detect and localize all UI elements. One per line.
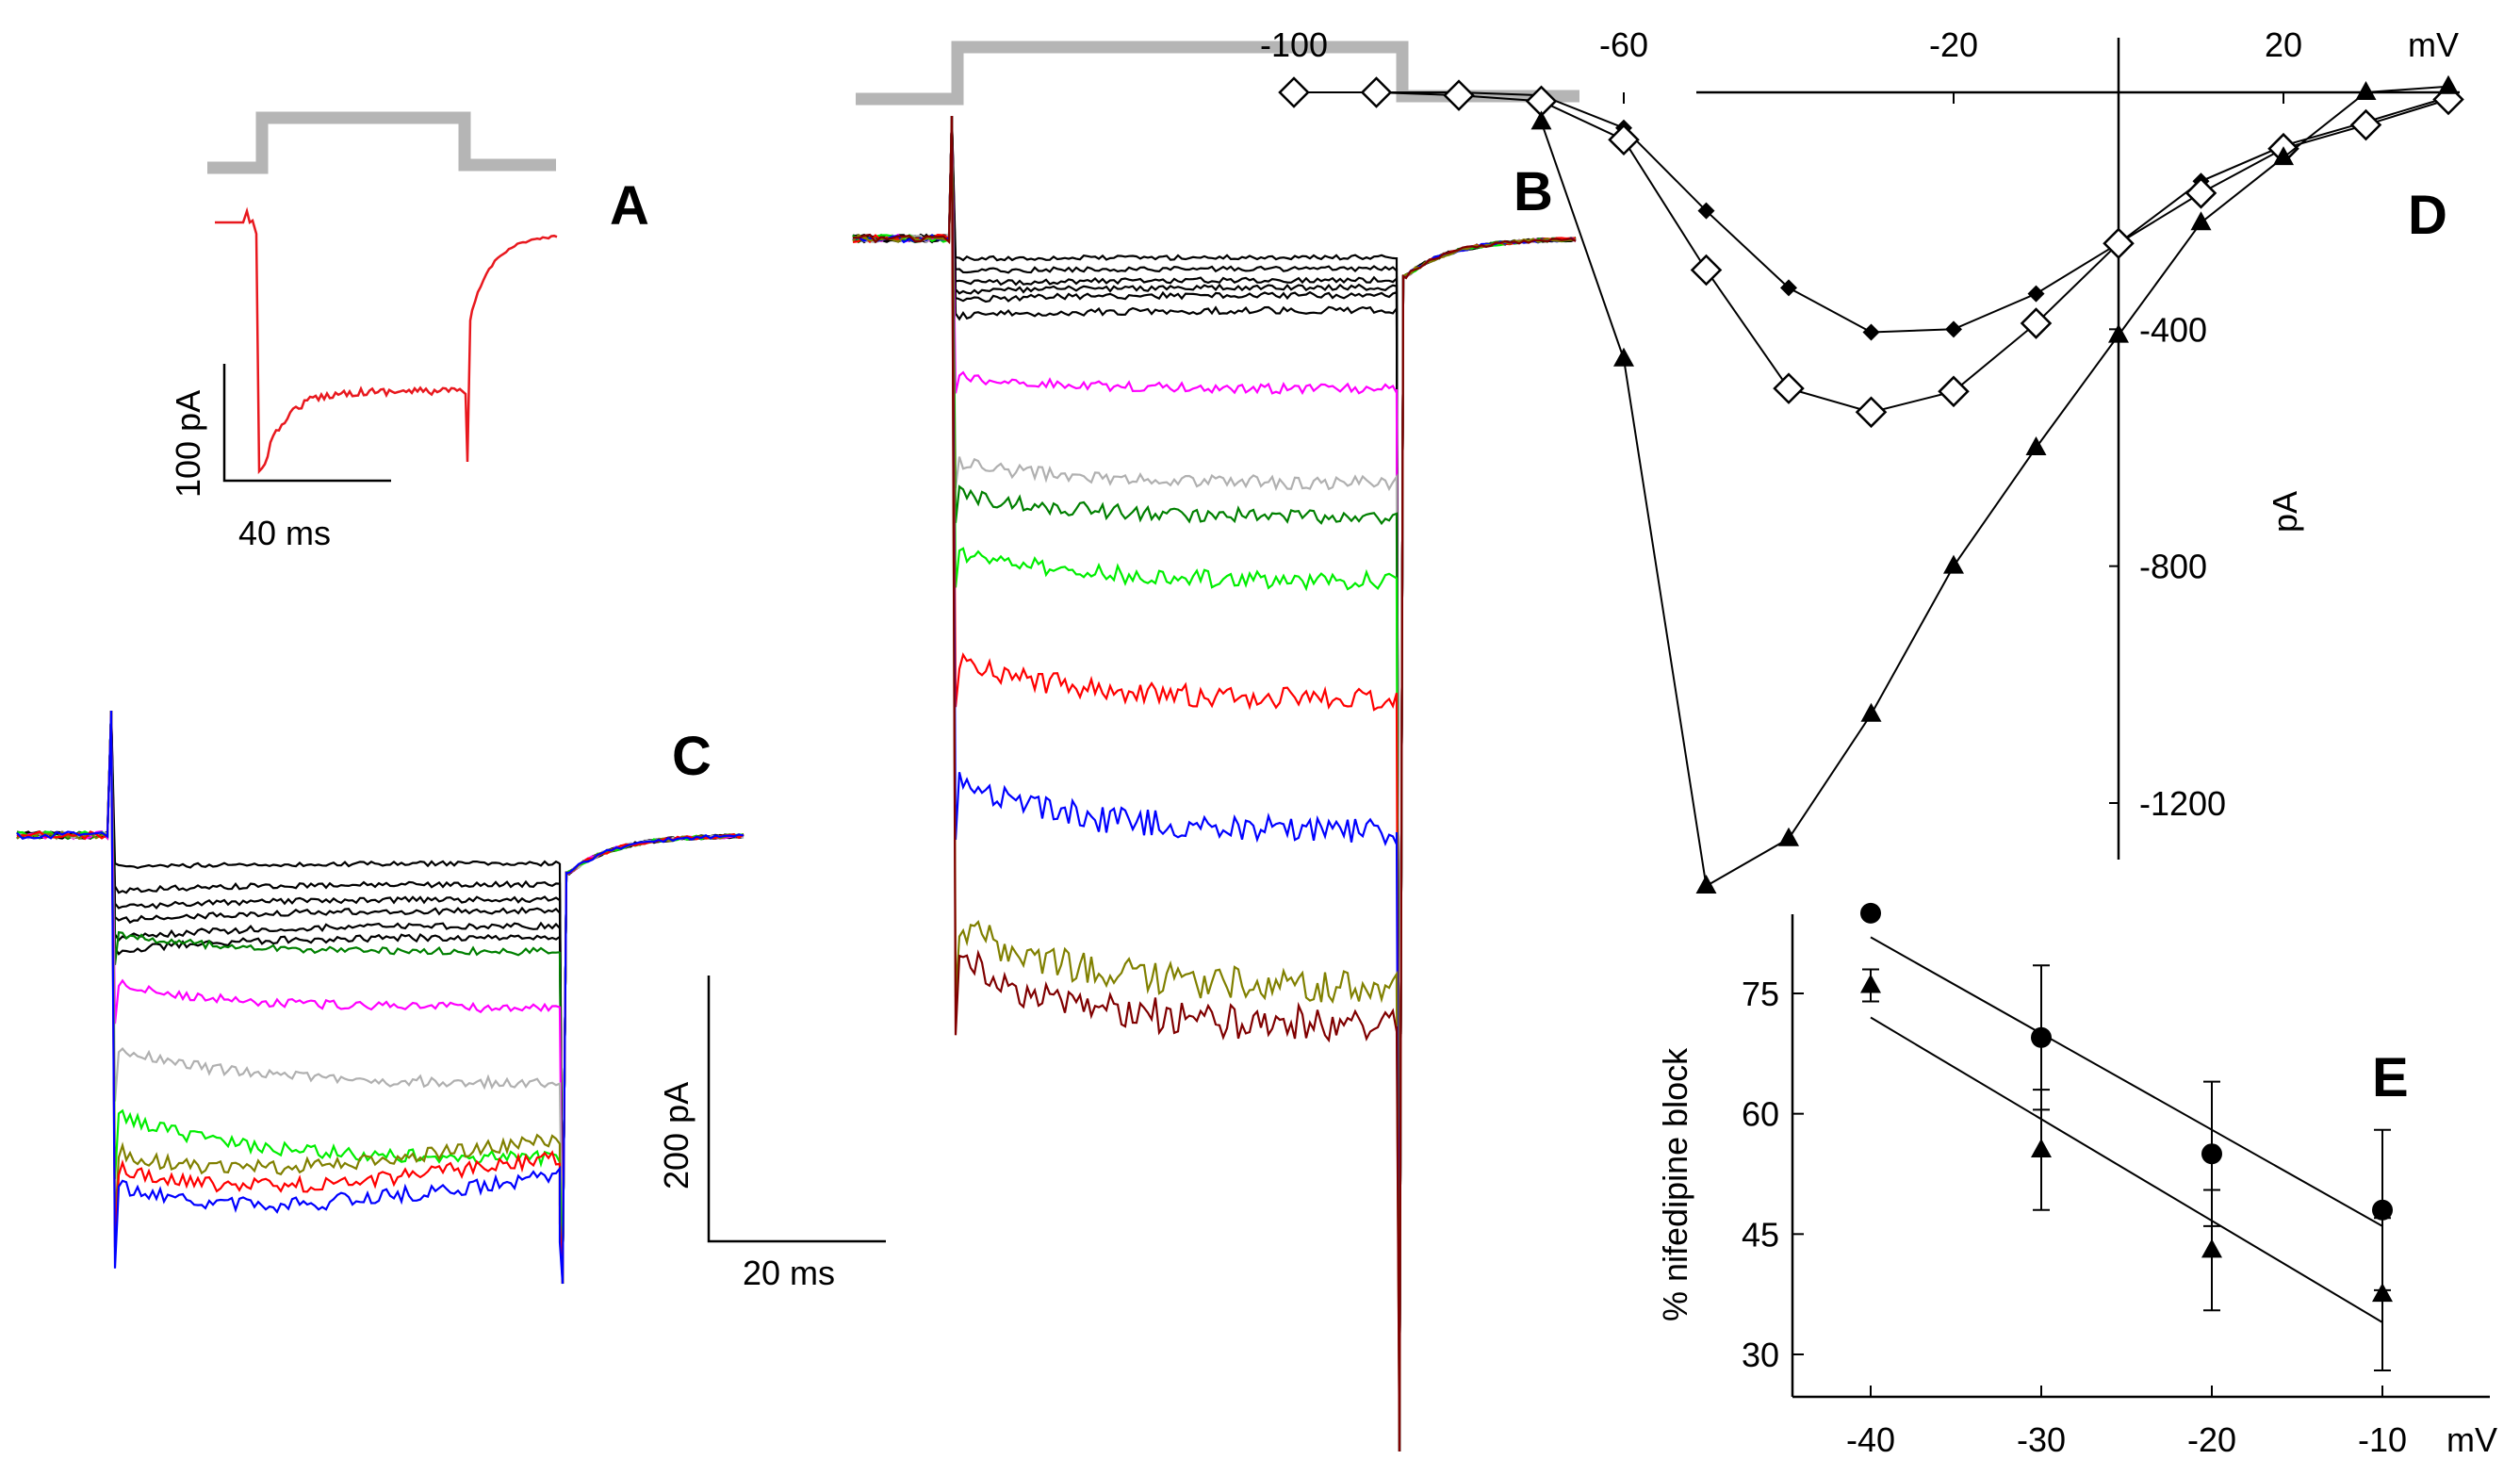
panel-d-series <box>1278 74 2464 894</box>
x-tick-label: -20 <box>2187 1420 2236 1459</box>
panel-d-axes: -100 -60 -20 20 -400 -800 -1200 <box>1260 25 2460 860</box>
panel-c-amplitude-label: 200 pA <box>657 1082 695 1189</box>
panel-e-block-plot: 30 45 60 75 -40 -30 -20 -10 mV % nifedipine blo… <box>1656 902 2497 1459</box>
data-point <box>1943 554 1964 574</box>
panel-c-current-traces <box>16 710 745 1285</box>
data-point <box>1613 347 1634 367</box>
data-point <box>1530 110 1552 130</box>
data-point <box>2025 436 2047 455</box>
data-point <box>1860 974 1881 993</box>
data-point <box>1690 254 1723 287</box>
panel-a-current-trace <box>215 206 558 475</box>
fit-line <box>1870 936 2383 1227</box>
data-point <box>1608 123 1640 156</box>
y-tick-label: -400 <box>2139 310 2207 349</box>
data-point <box>1773 372 1805 404</box>
current-trace-14 <box>852 115 1577 1452</box>
x-tick-label: 20 <box>2265 25 2302 64</box>
current-trace-13 <box>16 710 745 1285</box>
data-point <box>1862 323 1880 341</box>
panel-a-voltage-protocol <box>207 111 556 174</box>
data-point <box>1697 202 1715 220</box>
panel-a-amplitude-label: 100 pA <box>169 390 207 498</box>
data-point <box>2103 227 2135 259</box>
data-point <box>2108 323 2129 343</box>
panel-b-current-traces <box>852 115 1577 1452</box>
panel-e-axes: 30 45 60 75 -40 -30 -20 -10 <box>1742 914 2490 1459</box>
panel-c-scale-bar: 200 pA 20 ms <box>657 976 886 1292</box>
panel-b: B <box>852 41 1579 1452</box>
x-tick-label: -60 <box>1599 25 1648 64</box>
data-point <box>1938 375 1970 408</box>
panel-c-label: C <box>672 726 712 787</box>
y-tick-label: 45 <box>1742 1215 1779 1254</box>
data-point <box>1780 279 1797 297</box>
x-tick-label: -30 <box>2017 1420 2066 1459</box>
panel-c: 200 pA 20 ms C <box>16 710 886 1292</box>
data-point <box>2201 1238 2222 1258</box>
panel-e-y-axis-label: % nifedipine block <box>1656 1047 1694 1321</box>
data-point <box>2027 285 2045 303</box>
data-point <box>1443 79 1475 111</box>
data-point <box>1278 76 1310 108</box>
data-point <box>2020 307 2053 339</box>
data-point <box>2349 108 2382 141</box>
series-line <box>1294 91 2449 334</box>
data-point <box>2438 74 2459 94</box>
data-point <box>1695 874 1717 894</box>
y-tick-label: 75 <box>1742 975 1779 1013</box>
panel-e-series <box>1860 902 2393 1372</box>
series-line <box>1540 85 2449 888</box>
data-point <box>2273 146 2294 166</box>
panel-a-scale-bar: 100 pA 40 ms <box>169 364 391 552</box>
current-trace-12 <box>852 115 1577 1452</box>
x-tick-label: -40 <box>1846 1420 1895 1459</box>
panel-b-label: B <box>1514 161 1553 222</box>
data-point <box>2031 1026 2052 1048</box>
data-point <box>2201 1143 2222 1165</box>
series-line <box>1294 91 2449 414</box>
panel-d-x-axis-label: mV <box>2408 25 2459 64</box>
panel-a-time-label: 40 ms <box>238 514 331 552</box>
x-tick-label: -20 <box>1929 25 1978 64</box>
data-point <box>1945 320 1962 338</box>
data-point <box>1860 902 1881 924</box>
data-point <box>1778 827 1799 846</box>
current-trace-12 <box>16 710 745 1285</box>
data-point <box>2190 211 2212 231</box>
y-tick-label: -1200 <box>2139 784 2226 823</box>
panel-d-y-axis-label: pA <box>2266 491 2304 533</box>
data-point <box>2355 81 2377 100</box>
x-tick-label: -100 <box>1260 25 1328 64</box>
data-point <box>2185 177 2217 209</box>
panel-e-x-axis-label: mV <box>2446 1420 2497 1459</box>
y-tick-label: 60 <box>1742 1095 1779 1134</box>
data-point <box>2372 1283 2393 1303</box>
y-tick-label: 30 <box>1742 1336 1779 1374</box>
panel-a: 100 pA 40 ms A <box>169 111 649 552</box>
panel-b-voltage-protocol <box>856 41 1579 106</box>
data-point <box>2031 1138 2052 1157</box>
data-point <box>1360 76 1393 108</box>
y-tick-label: -800 <box>2139 548 2207 586</box>
data-point <box>1860 702 1882 722</box>
panel-d-label: D <box>2408 185 2447 246</box>
fit-line <box>1870 1016 2383 1323</box>
data-point <box>1855 396 1888 429</box>
panel-a-label: A <box>610 175 649 237</box>
x-tick-label: -10 <box>2358 1420 2407 1459</box>
panel-c-time-label: 20 ms <box>743 1254 835 1292</box>
panel-d-iv-plot: -100 -60 -20 20 -400 -800 -1200 mV pA D <box>1260 25 2464 894</box>
panel-e-label: E <box>2372 1047 2409 1108</box>
data-point <box>2372 1199 2393 1221</box>
